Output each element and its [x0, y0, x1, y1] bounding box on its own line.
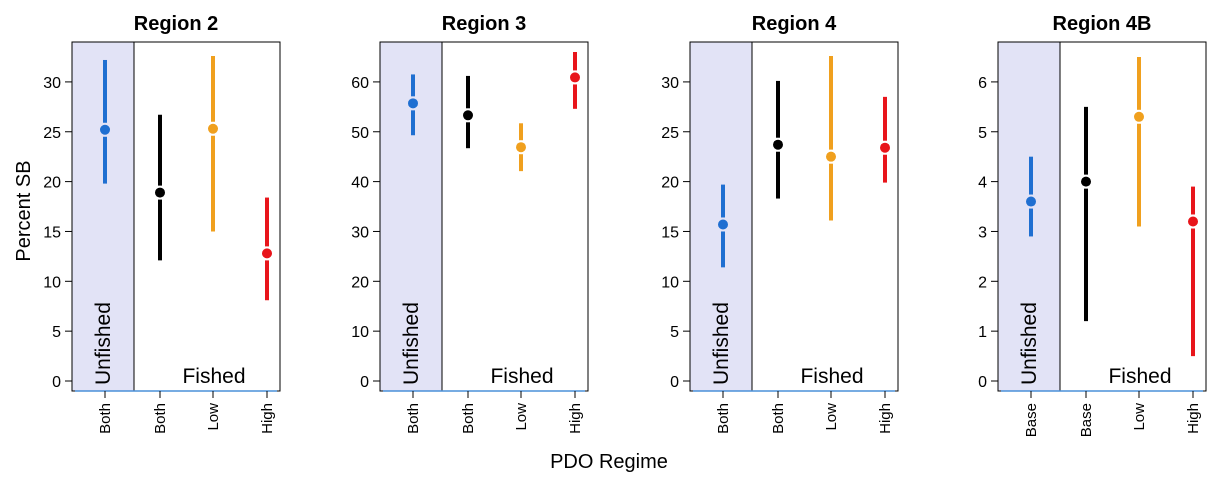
- median-point: [262, 248, 272, 259]
- y-tick-label: 25: [661, 125, 679, 142]
- x-tick-label: Low: [823, 403, 840, 431]
- x-tick-label: Base: [1023, 403, 1040, 437]
- median-point: [155, 187, 165, 198]
- x-tick-label: Both: [770, 403, 787, 434]
- y-tick-label: 30: [661, 75, 679, 92]
- unfished-label: Unfished: [92, 302, 115, 385]
- y-tick-label: 20: [43, 175, 61, 192]
- panel-2: Region 3 0 10 20 30 40 50 60 Unfished Fished Both B…: [351, 13, 589, 434]
- y-tick-label: 30: [351, 224, 369, 241]
- x-tick-label: Both: [460, 403, 477, 434]
- median-point: [100, 124, 110, 135]
- y-tick-label: 10: [43, 274, 61, 291]
- y-tick-label: 2: [978, 274, 987, 291]
- fished-label: Fished: [182, 365, 245, 388]
- y-tick-label: 0: [670, 374, 679, 391]
- y-tick-label: 5: [52, 324, 61, 341]
- x-tick-label: Both: [715, 403, 732, 434]
- median-point: [1081, 176, 1091, 187]
- y-tick-label: 5: [670, 324, 679, 341]
- median-point: [570, 72, 580, 83]
- y-tick-label: 1: [978, 324, 987, 341]
- x-tick-label: Low: [1131, 403, 1148, 431]
- y-tick-label: 20: [661, 175, 679, 192]
- y-tick-label: 6: [978, 75, 987, 92]
- y-tick-label: 0: [360, 374, 369, 391]
- panel-title: Region 4B: [1053, 13, 1152, 35]
- y-tick-label: 0: [978, 374, 987, 391]
- x-tick-label: Both: [405, 403, 422, 434]
- panel-title: Region 3: [442, 13, 526, 35]
- x-tick-label: Base: [1078, 403, 1095, 437]
- y-tick-label: 30: [43, 75, 61, 92]
- panel-title: Region 2: [134, 13, 218, 35]
- y-tick-label: 60: [351, 75, 369, 92]
- y-tick-label: 20: [351, 274, 369, 291]
- median-point: [408, 98, 418, 109]
- y-tick-label: 4: [978, 175, 987, 192]
- y-tick-label: 40: [351, 175, 369, 192]
- panel-3: Region 4 0 5 10 15 20 25 30 Unfished Fished Both Bo…: [661, 13, 899, 434]
- y-tick-label: 50: [351, 125, 369, 142]
- median-point: [1188, 216, 1198, 227]
- median-point: [773, 139, 783, 150]
- x-tick-label: High: [1185, 403, 1202, 434]
- unfished-label: Unfished: [1018, 302, 1041, 385]
- median-point: [718, 219, 728, 230]
- y-tick-label: 10: [661, 274, 679, 291]
- median-point: [880, 142, 890, 153]
- panel-title: Region 4: [752, 13, 837, 35]
- fished-label: Fished: [490, 365, 553, 388]
- x-tick-label: High: [877, 403, 894, 434]
- y-tick-label: 0: [52, 374, 61, 391]
- x-tick-label: Low: [205, 403, 222, 431]
- x-tick-label: Both: [97, 403, 114, 434]
- median-point: [208, 123, 218, 134]
- y-axis-label: Percent SB: [13, 160, 35, 261]
- y-tick-label: 15: [43, 224, 61, 241]
- median-point: [826, 151, 836, 162]
- median-point: [1134, 111, 1144, 122]
- median-point: [1026, 196, 1036, 207]
- unfished-label: Unfished: [400, 302, 423, 385]
- panel-4: Region 4B 0 1 2 3 4 5 6 Unfished Fished Base Base Lo…: [978, 13, 1207, 437]
- x-tick-label: High: [259, 403, 276, 434]
- x-axis-label: PDO Regime: [550, 451, 668, 473]
- x-tick-label: Low: [513, 403, 530, 431]
- y-tick-label: 5: [978, 125, 987, 142]
- median-point: [463, 110, 473, 121]
- panel-1: Region 2 0 5 10 15 20 25 30 Unfished Fished Both Bo…: [43, 13, 281, 434]
- y-tick-label: 10: [351, 324, 369, 341]
- x-tick-label: Both: [152, 403, 169, 434]
- median-point: [516, 142, 526, 153]
- x-tick-label: High: [567, 403, 584, 434]
- fished-label: Fished: [1108, 365, 1171, 388]
- y-tick-label: 3: [978, 224, 987, 241]
- y-tick-label: 15: [661, 224, 679, 241]
- unfished-label: Unfished: [710, 302, 733, 385]
- y-tick-label: 25: [43, 125, 61, 142]
- fished-label: Fished: [800, 365, 863, 388]
